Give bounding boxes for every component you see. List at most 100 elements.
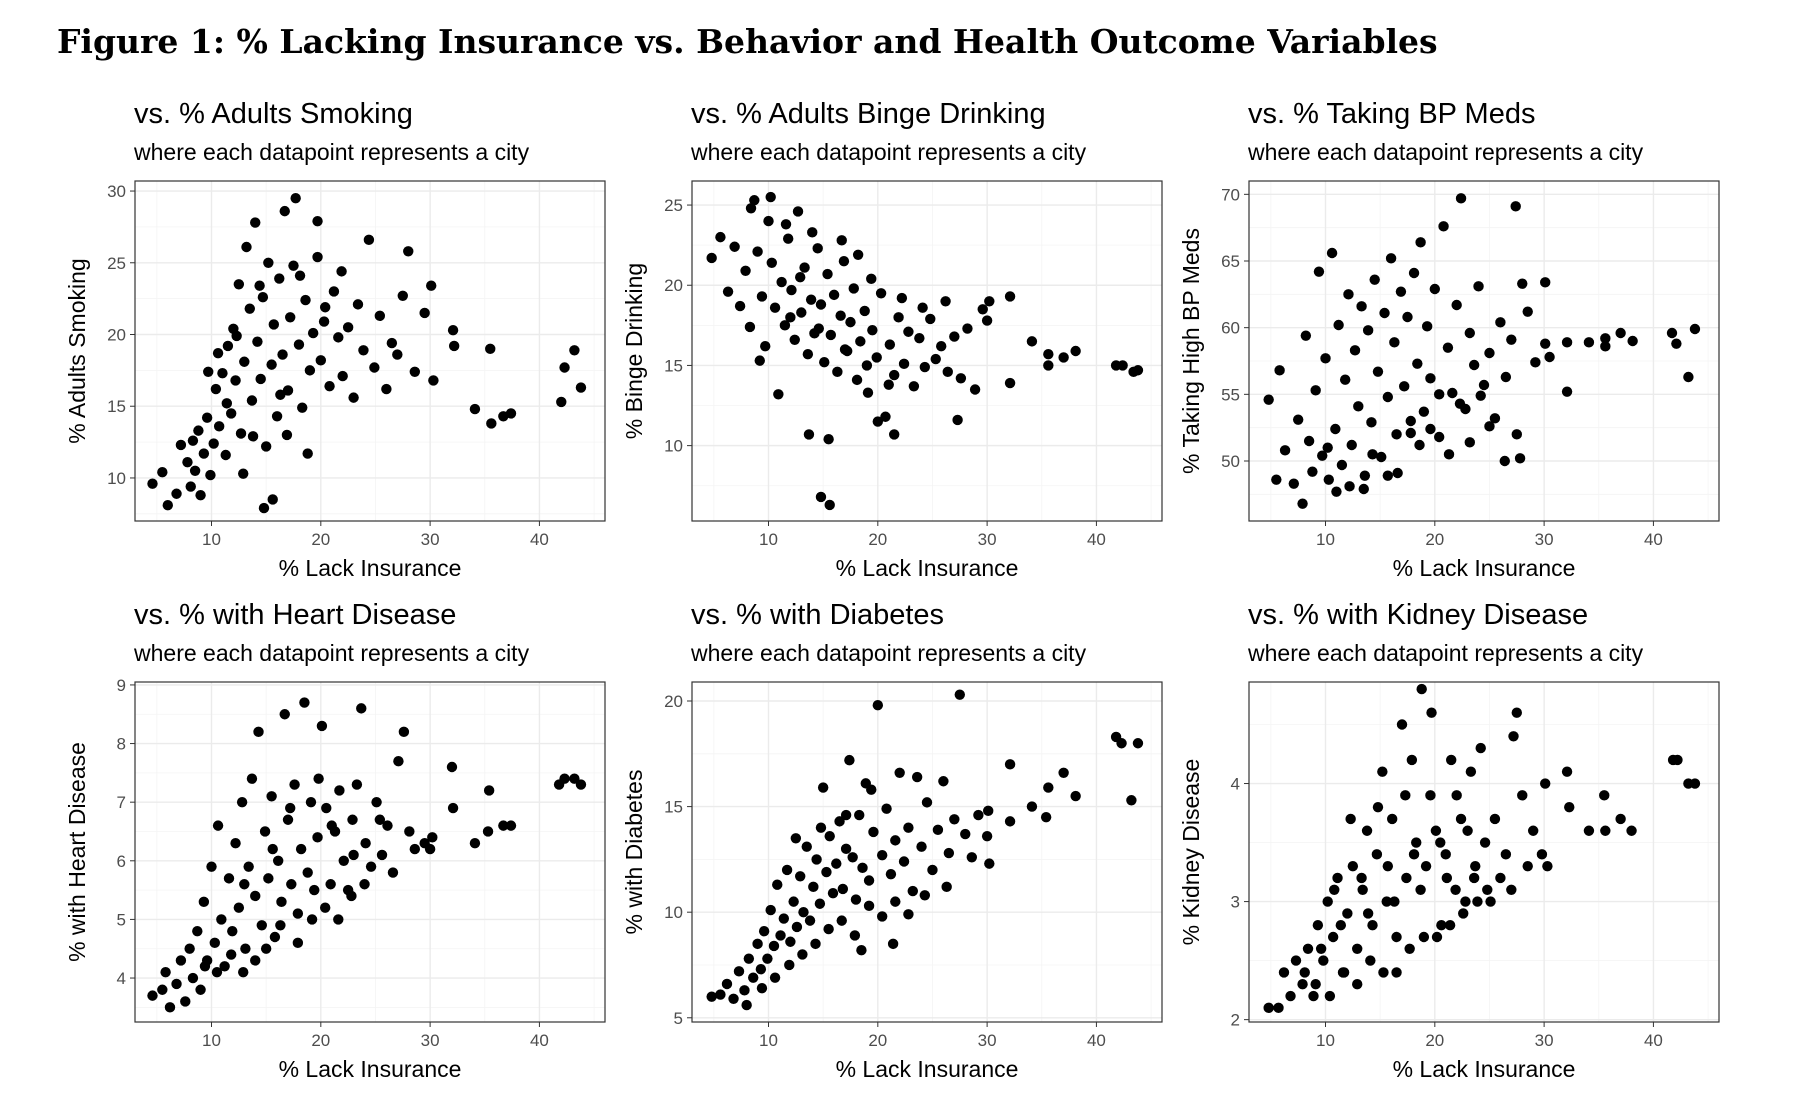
data-point (352, 299, 364, 310)
data-point (1367, 919, 1378, 931)
data-point (1415, 237, 1426, 248)
data-point (356, 703, 367, 714)
data-point (743, 953, 755, 964)
data-point (157, 984, 168, 995)
data-point (1361, 825, 1373, 836)
y-tick-label: 15 (664, 356, 683, 375)
data-point (1689, 778, 1701, 789)
panel-bp-meds: vs. % Taking BP Meds where each datapoint… (1178, 95, 1779, 581)
data-point (797, 949, 808, 960)
data-point (1489, 413, 1501, 424)
data-point (866, 784, 877, 795)
data-point (1362, 325, 1374, 336)
data-point (269, 931, 281, 943)
data-point (1485, 896, 1496, 907)
x-tick-label: 40 (1644, 530, 1663, 549)
data-point (936, 340, 947, 352)
data-point (1332, 872, 1343, 884)
data-point (962, 323, 973, 334)
data-point (1377, 766, 1388, 777)
data-point (1561, 766, 1573, 777)
data-point (744, 321, 756, 333)
data-point (790, 833, 802, 844)
data-point (760, 340, 771, 352)
data-point (1627, 335, 1638, 347)
data-point (230, 375, 241, 386)
data-point (1132, 365, 1144, 376)
data-point (1425, 790, 1436, 801)
y-tick-label: 25 (107, 254, 126, 273)
data-point (271, 411, 283, 422)
x-tick-label: 40 (1087, 1031, 1106, 1050)
data-point (1438, 221, 1449, 232)
data-point (1058, 767, 1069, 779)
data-point (763, 215, 774, 227)
data-point (949, 814, 960, 825)
data-point (346, 890, 357, 902)
data-point (835, 310, 846, 321)
data-point (250, 217, 261, 228)
data-point (811, 854, 822, 865)
data-point (192, 925, 203, 937)
data-point (733, 966, 745, 977)
data-point (171, 488, 182, 499)
x-tick-label: 10 (202, 530, 221, 549)
plot-border (134, 681, 606, 1023)
y-axis-label: % Taking High BP Meds (1178, 228, 1204, 474)
y-tick-label: 9 (117, 676, 126, 695)
data-point (1522, 306, 1533, 317)
data-point (755, 964, 767, 975)
data-point (428, 375, 439, 386)
data-point (917, 302, 928, 313)
data-point (1404, 943, 1415, 955)
data-point (1447, 387, 1458, 399)
x-tick-label: 10 (202, 1031, 221, 1050)
data-point (1004, 377, 1016, 389)
data-point (260, 441, 272, 452)
data-point (847, 852, 858, 863)
data-point (1458, 908, 1469, 919)
data-point (312, 215, 323, 227)
data-point (772, 879, 783, 890)
data-point (227, 925, 238, 937)
data-point (1455, 813, 1467, 825)
data-point (943, 847, 955, 859)
data-point (837, 883, 849, 895)
data-point (376, 849, 388, 861)
data-point (1326, 247, 1338, 259)
data-point (198, 448, 210, 459)
plot-border (691, 681, 1163, 1023)
data-point (315, 355, 327, 366)
data-point (1455, 193, 1467, 204)
data-point (1391, 967, 1402, 978)
x-tick-label: 20 (1425, 1031, 1444, 1050)
data-point (792, 206, 804, 217)
data-point (1406, 754, 1418, 766)
data-point (781, 864, 793, 876)
data-point (1385, 253, 1397, 264)
data-point (274, 273, 285, 284)
data-point (276, 896, 287, 908)
data-point (810, 938, 821, 950)
data-point (386, 337, 398, 349)
data-point (802, 349, 814, 360)
data-point (814, 898, 826, 909)
data-point (359, 879, 370, 890)
data-point (575, 779, 587, 790)
data-point (1327, 931, 1339, 943)
data-point (374, 814, 386, 825)
data-point (305, 796, 317, 808)
data-point (267, 843, 278, 855)
data-point (363, 234, 375, 246)
data-point (225, 408, 237, 419)
data-point (821, 866, 832, 878)
x-tick-label: 30 (978, 530, 997, 549)
data-point (876, 849, 888, 861)
data-point (337, 370, 348, 382)
data-point (883, 379, 894, 390)
data-point (1004, 816, 1016, 827)
data-point (1353, 401, 1364, 412)
y-tick-label: 65 (1221, 252, 1240, 271)
data-point (1500, 849, 1512, 860)
y-tick-label: 6 (117, 852, 126, 871)
